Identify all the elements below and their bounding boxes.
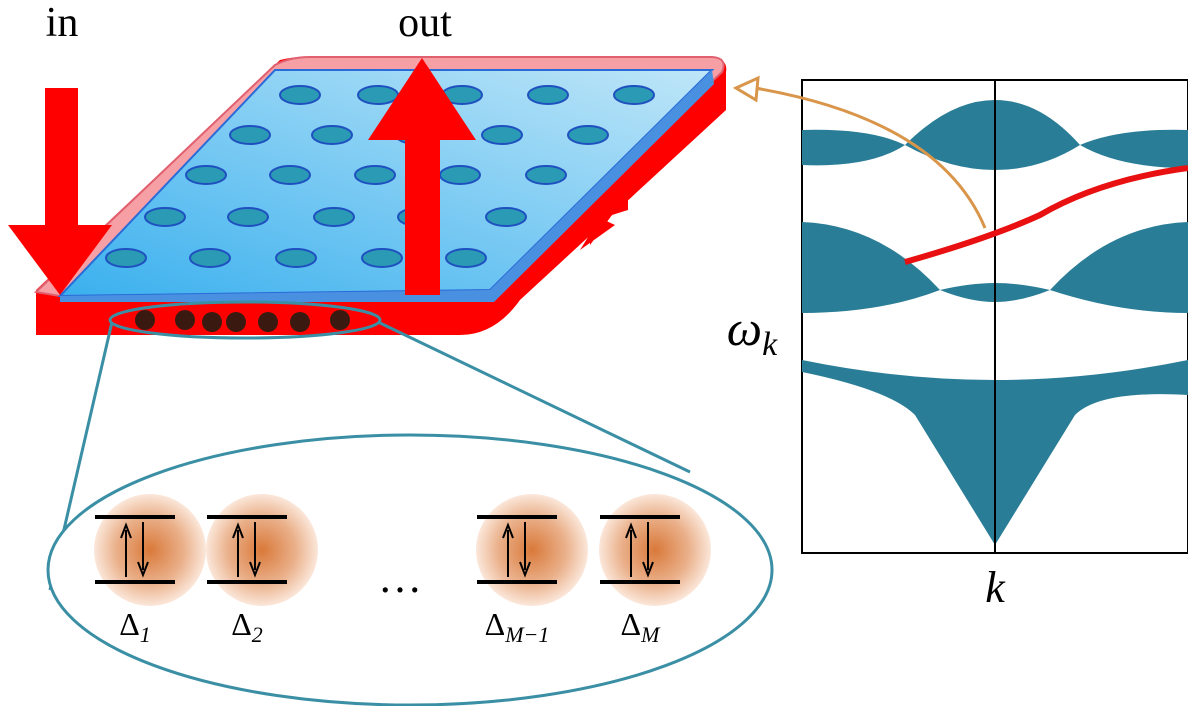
down-arrow (137, 522, 149, 578)
photonic-slab (33, 56, 727, 335)
frequency-axis-label: ωk (727, 300, 778, 363)
edge-mode (904, 165, 1188, 265)
down-arrow (249, 522, 261, 578)
up-arrow (625, 522, 637, 577)
edge-arrowhead (580, 218, 615, 250)
emitter-glow (476, 494, 588, 606)
subscript: 2 (252, 622, 263, 647)
emitter-region (108, 300, 382, 340)
emitter-glow (599, 494, 711, 606)
subscript: k (762, 326, 778, 363)
emitter-label: ΔM (621, 606, 662, 647)
output-arrow (368, 58, 476, 295)
output-label: out (398, 0, 452, 46)
emitter-glow (94, 494, 206, 606)
input-arrow (8, 88, 112, 295)
emitter-label: Δ2 (231, 606, 263, 647)
emitter-glow (206, 494, 318, 606)
up-arrow (232, 522, 244, 577)
up-arrow (120, 522, 132, 577)
zoom-line (377, 320, 691, 474)
symbol: ω (727, 300, 762, 356)
subscript: 1 (140, 622, 151, 647)
symbol: Δ (485, 606, 506, 642)
emitters: Δ1 Δ2 ΔM−1 ΔM (94, 494, 711, 647)
symbol: Δ (621, 606, 642, 642)
pointer (754, 86, 987, 229)
slab-side (60, 70, 714, 302)
symbol: Δ (119, 606, 140, 642)
ellipsis: … (378, 553, 422, 602)
emitter-dots (135, 310, 350, 332)
pointer-head (732, 75, 760, 103)
band-diagram (732, 75, 1188, 554)
momentum-axis-label: k (985, 563, 1006, 612)
zoom-ellipse (46, 433, 774, 706)
down-arrow (642, 522, 654, 578)
symbol: Δ (231, 606, 252, 642)
band (802, 222, 1188, 313)
input-label: in (46, 0, 79, 46)
down-arrow (519, 522, 531, 578)
emitter-label: Δ1 (119, 606, 151, 647)
subscript: M−1 (504, 622, 549, 647)
up-arrow (502, 522, 514, 577)
subscript: M (640, 622, 661, 647)
emitter-label: ΔM−1 (485, 606, 550, 647)
